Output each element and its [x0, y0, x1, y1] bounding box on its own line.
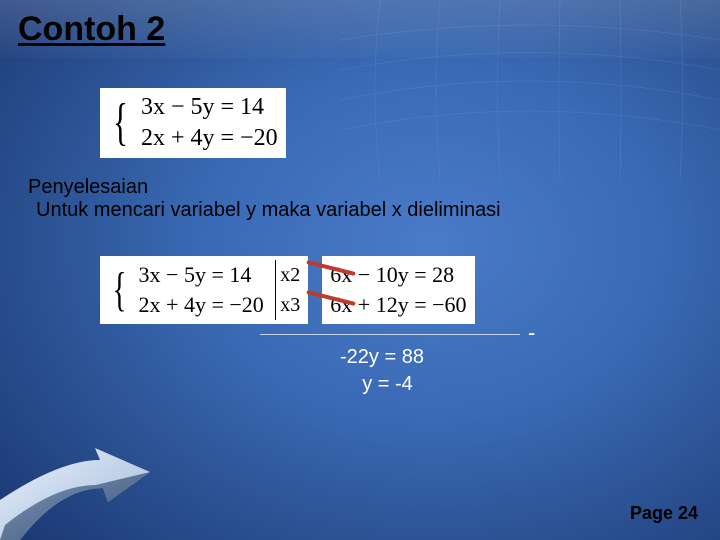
rhs-box: 6x − 10y = 28 6x + 12y = −60 — [322, 256, 474, 323]
system-equations-box: { 3x − 5y = 14 2x + 4y = −20 — [100, 88, 286, 158]
explanation-text: Penyelesaian Untuk mencari variabel y ma… — [28, 176, 501, 222]
title-bar: Contoh 2 — [0, 0, 720, 58]
multiplier-column: x2 x3 — [275, 260, 300, 320]
subtraction-line — [260, 334, 520, 335]
lhs-row-2: 2x + 4y = −20 — [139, 290, 264, 320]
result-row-2: y = -4 — [340, 371, 424, 398]
worked-equations: { 3x − 5y = 14 2x + 4y = −20 x2 x3 6x − … — [100, 256, 475, 324]
brace-icon: { — [113, 264, 127, 316]
brace-icon: { — [113, 97, 128, 149]
minus-sign: - — [528, 320, 535, 346]
arrow-graphic-icon — [0, 430, 180, 540]
multiplier-1: x2 — [280, 260, 300, 290]
explanation-line-1: Penyelesaian — [28, 176, 501, 199]
result-row-1: -22y = 88 — [340, 344, 424, 371]
explanation-line-2: Untuk mencari variabel y maka variabel x… — [36, 199, 501, 222]
multiplier-2: x3 — [280, 290, 300, 320]
lhs-row-1: 3x − 5y = 14 — [139, 260, 264, 290]
result-block: -22y = 88 y = -4 — [340, 344, 424, 398]
equation-2: 2x + 4y = −20 — [141, 123, 278, 154]
equation-1: 3x − 5y = 14 — [141, 92, 278, 123]
rhs-wrap: 6x − 10y = 28 6x + 12y = −60 — [322, 256, 474, 323]
slide-title: Contoh 2 — [18, 10, 165, 49]
page-number: Page 24 — [630, 503, 698, 524]
lhs-box: { 3x − 5y = 14 2x + 4y = −20 x2 x3 — [100, 256, 308, 324]
